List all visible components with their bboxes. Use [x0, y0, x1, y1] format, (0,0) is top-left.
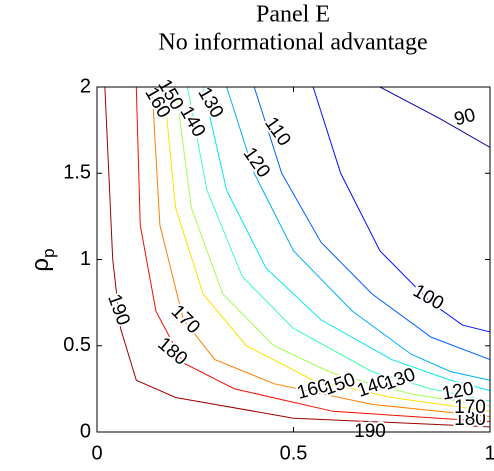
- y-tick-label: 0: [80, 420, 91, 442]
- contour-line: [186, 86, 491, 402]
- contour-label: 170: [454, 397, 486, 418]
- y-label: ρp: [27, 248, 58, 271]
- chart-title: Panel E: [256, 2, 330, 28]
- contour-label: 110: [260, 113, 295, 150]
- contour-label: 130: [381, 364, 418, 395]
- contour-line: [104, 86, 491, 428]
- contour-line: [226, 86, 491, 381]
- contour-line: [253, 86, 491, 361]
- contour-line: [135, 86, 491, 423]
- y-label-main: ρ: [27, 258, 54, 272]
- contour-label: 180: [454, 409, 486, 430]
- contour-line: [163, 86, 491, 412]
- contour-line: [151, 86, 491, 417]
- y-tick-label: 0.5: [63, 334, 91, 356]
- contour-label: 190: [103, 291, 134, 328]
- y-label-sub: p: [39, 248, 58, 257]
- y-tick-label: 1.5: [63, 162, 91, 184]
- y-axis-label: ρp: [27, 248, 58, 271]
- x-tick-label: 0.5: [280, 442, 308, 464]
- x-tick-label: 1: [484, 442, 494, 464]
- contour-line: [202, 86, 491, 392]
- contour-label: 90: [452, 105, 478, 131]
- contour-label: 150: [321, 369, 358, 400]
- x-tick-label: 0: [91, 442, 102, 464]
- y-tick-label: 2: [80, 75, 91, 97]
- chart-subtitle: No informational advantage: [158, 30, 427, 56]
- contour-line: [379, 86, 491, 148]
- contour-label: 120: [239, 144, 274, 182]
- contour-line: [312, 86, 491, 333]
- y-tick-label: 1: [80, 248, 91, 270]
- contour-label: 170: [167, 301, 204, 338]
- contour-line: [175, 86, 491, 407]
